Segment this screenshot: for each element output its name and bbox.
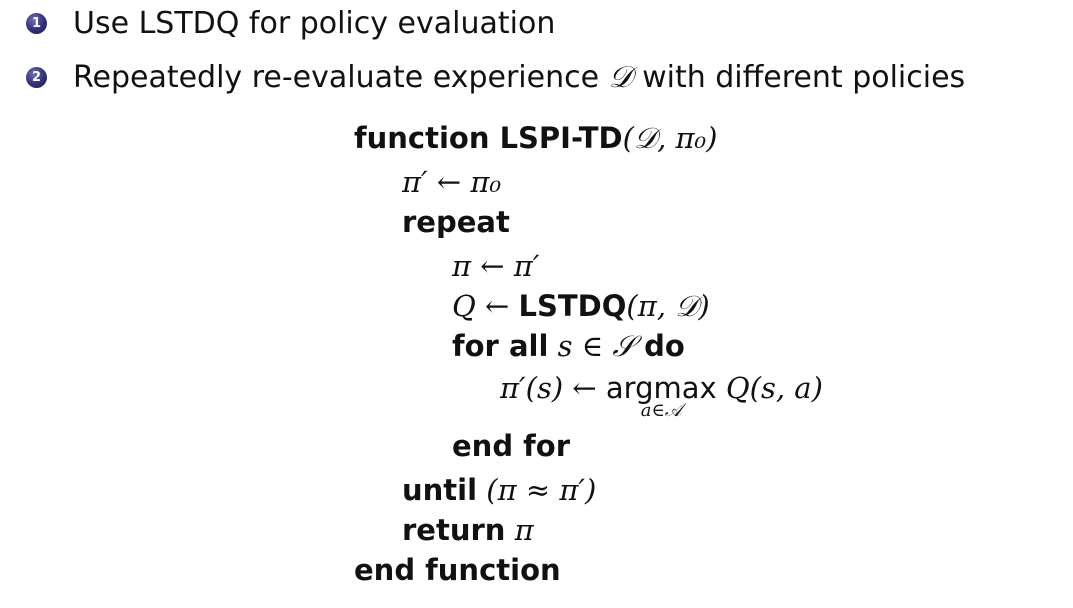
- bullet-number-2: 2: [26, 67, 47, 88]
- algo-line-repeat: repeat: [402, 202, 510, 242]
- algo-line-lstdq: Q ← LSTDQ(π, 𝒟): [452, 286, 710, 326]
- policy-update-rhs: Q(s, a): [716, 371, 823, 405]
- bullet-number-1: 1: [26, 13, 47, 34]
- algo-line-forall: for all s ∈ 𝒮 do: [452, 326, 685, 366]
- algo-line-init: π′ ← π₀: [402, 162, 501, 202]
- repeat-keyword: repeat: [402, 205, 510, 239]
- do-keyword: do: [644, 329, 685, 363]
- argmax-operator: argmax a∈𝒜: [605, 368, 717, 420]
- algo-line-endfor: end for: [452, 426, 570, 466]
- forall-range: s ∈ 𝒮: [548, 329, 645, 363]
- endfunction-keyword: end function: [354, 553, 561, 587]
- algo-line-return: return π: [402, 510, 534, 550]
- bullet-text-2-symbol: 𝒟: [608, 60, 633, 95]
- bullet-item-2: 2 Repeatedly re-evaluate experience 𝒟 wi…: [26, 60, 965, 95]
- update-pi: π ← π′: [452, 249, 540, 283]
- function-keyword: function LSPI-TD: [354, 121, 623, 155]
- argmax-label: argmax: [605, 371, 717, 405]
- algo-line-endfunction: end function: [354, 550, 561, 590]
- lstdq-keyword: LSTDQ: [518, 289, 627, 323]
- bullet-text-2-after: with different policies: [632, 60, 966, 95]
- function-args: (𝒟, π₀): [622, 121, 718, 155]
- algo-line-update-pi: π ← π′: [452, 246, 539, 286]
- q-assign: Q ←: [452, 289, 519, 323]
- bullet-text-2-before: Repeatedly re-evaluate experience: [73, 60, 609, 95]
- lstdq-args: (π, 𝒟): [626, 289, 710, 323]
- until-condition: (π ≈ π′): [477, 473, 597, 507]
- return-value: π: [505, 513, 534, 547]
- return-keyword: return: [402, 513, 506, 547]
- algo-line-until: until (π ≈ π′): [402, 470, 596, 510]
- bullet-item-1: 1 Use LSTDQ for policy evaluation: [26, 6, 555, 41]
- algo-line-function: function LSPI-TD(𝒟, π₀): [354, 118, 718, 158]
- bullet-text-1: Use LSTDQ for policy evaluation: [73, 6, 556, 41]
- algo-line-argmax: π′(s) ← argmax a∈𝒜 Q(s, a): [500, 368, 823, 420]
- forall-keyword: for all: [452, 329, 549, 363]
- until-keyword: until: [402, 473, 478, 507]
- init-assignment: π′ ← π₀: [402, 165, 502, 199]
- argmax-subscript: a∈𝒜: [640, 400, 682, 421]
- endfor-keyword: end for: [452, 429, 571, 463]
- policy-update-lhs: π′(s) ←: [500, 371, 606, 405]
